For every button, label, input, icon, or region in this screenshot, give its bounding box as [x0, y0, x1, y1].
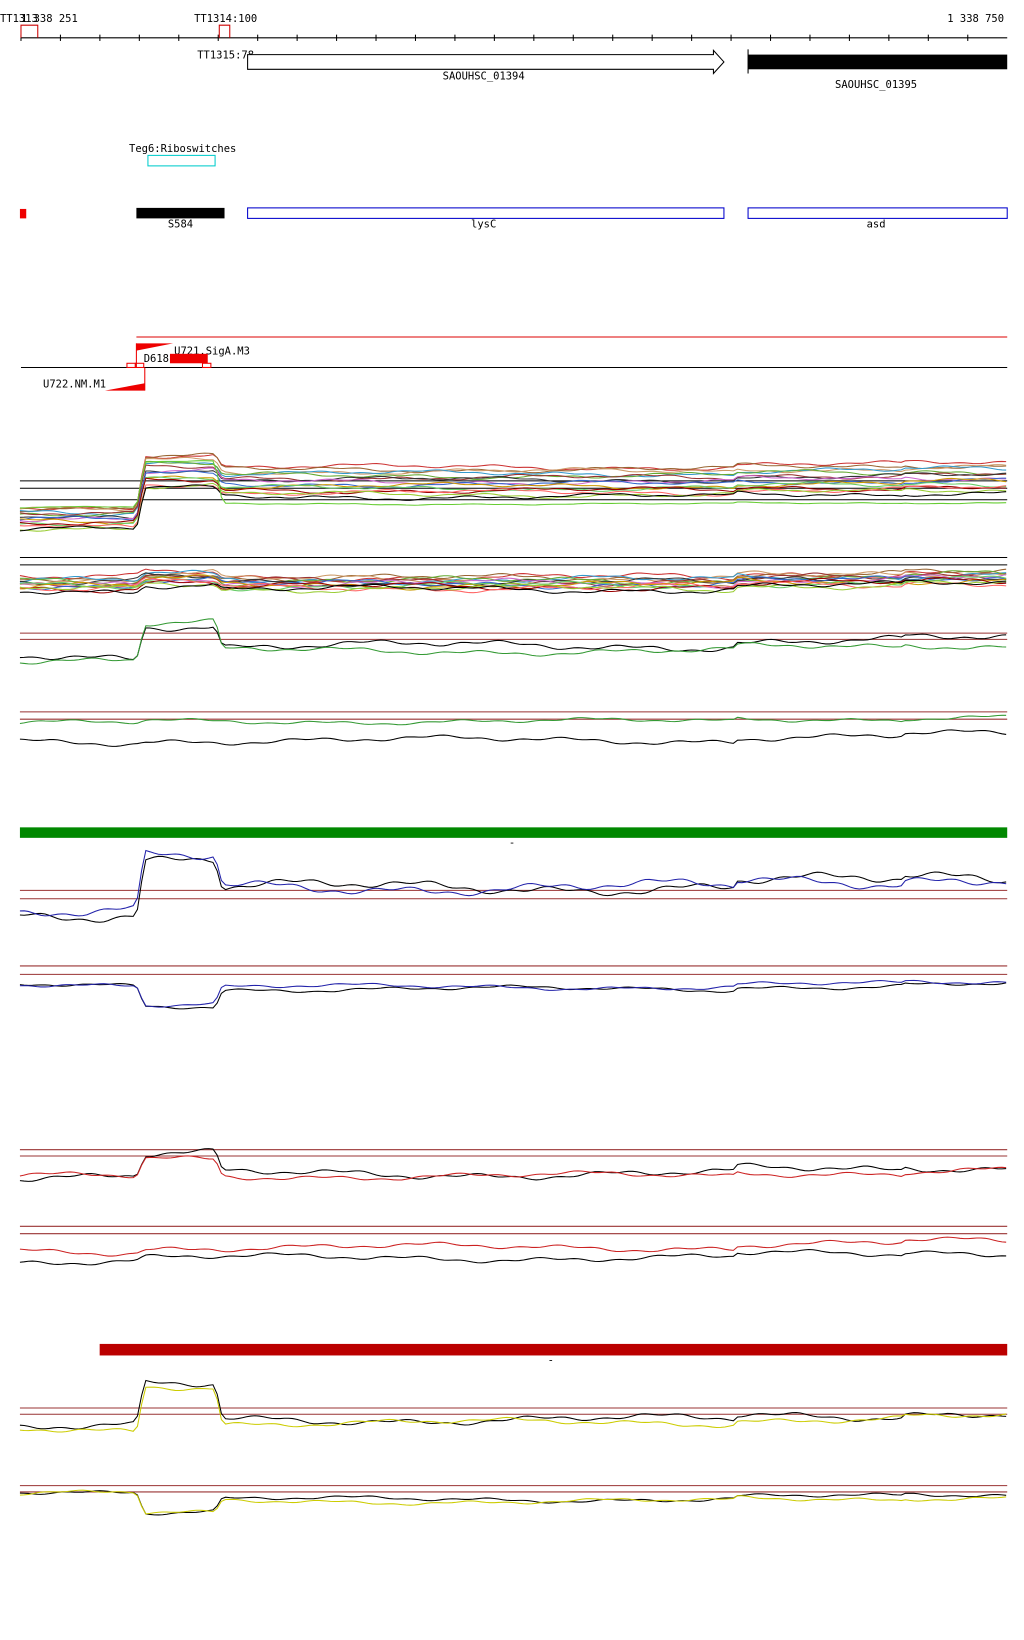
signal-line: [19, 452, 1007, 513]
annotation-label: asd: [867, 219, 886, 231]
signal-line: [19, 1249, 1007, 1266]
signal-line: [19, 626, 1007, 661]
gene-bar: [748, 54, 1008, 70]
signal-line: [19, 849, 1007, 917]
signal-line: [19, 577, 1007, 594]
condition-bar: [19, 827, 1008, 838]
separator-label: -: [509, 837, 515, 849]
signal-line: [19, 1489, 1007, 1515]
signal-line: [19, 454, 1007, 511]
gene-label: SAOUHSC_01394: [443, 71, 525, 83]
terminator-label: TT1314:100: [194, 13, 257, 25]
signal-line: [19, 580, 1007, 594]
ruler-start: 1 338 251: [21, 13, 78, 25]
condition-bar: [99, 1343, 1008, 1356]
site-box: [201, 362, 212, 369]
signal-line: [19, 576, 1007, 594]
riboswitch-label: Teg6:Riboswitches: [129, 143, 236, 155]
signal-line: [19, 618, 1007, 665]
signal-line: [19, 484, 1007, 532]
terminator-marker: [20, 24, 39, 38]
site-box: [134, 362, 145, 369]
signal-line: [19, 1379, 1007, 1430]
signal-line: [19, 855, 1007, 923]
signal-line: [19, 579, 1007, 595]
signal-line: [19, 1236, 1007, 1257]
ruler-ticks: [20, 34, 969, 41]
signal-line: [19, 1386, 1007, 1433]
signal-line: [19, 484, 1007, 528]
annotation-mark: [19, 208, 27, 219]
signal-line: [19, 714, 1007, 726]
signal-line: [19, 460, 1007, 509]
site-box: [126, 362, 136, 369]
signal-line: [19, 475, 1007, 525]
annotation-box: [747, 207, 1008, 219]
signal-line: [19, 1155, 1007, 1181]
separator-label: -: [548, 1355, 554, 1367]
signal-line: [19, 574, 1007, 591]
signal-line: [19, 982, 1007, 1010]
terminator-marker: [218, 24, 231, 38]
signal-line: [19, 461, 1007, 517]
annotation-label: S584: [168, 219, 193, 231]
gene-label: SAOUHSC_01395: [835, 79, 917, 91]
signal-line: [19, 1490, 1007, 1516]
annotation-label: lysC: [471, 219, 496, 231]
gene-arrow: [247, 49, 725, 75]
signal-line: [19, 476, 1007, 527]
annotation-bar: [136, 207, 225, 219]
promoter-label: U722.NM.M1: [43, 378, 106, 390]
riboswitch-box: [147, 154, 216, 167]
promoter-bar: [169, 353, 208, 364]
signal-line: [19, 729, 1007, 747]
promoter-mark: [104, 383, 145, 391]
signal-line: [19, 979, 1007, 1008]
signal-line: [19, 467, 1007, 523]
signal-tracks: [19, 452, 1008, 1516]
terminator-label: TT1313: [0, 13, 38, 25]
promoter-label: D618: [144, 353, 169, 365]
annotation-box: [247, 207, 725, 219]
terminator-label: TT1315:78: [197, 50, 254, 62]
ruler-end: 1 338 750: [947, 13, 1004, 25]
promoter-mark: [136, 343, 174, 351]
